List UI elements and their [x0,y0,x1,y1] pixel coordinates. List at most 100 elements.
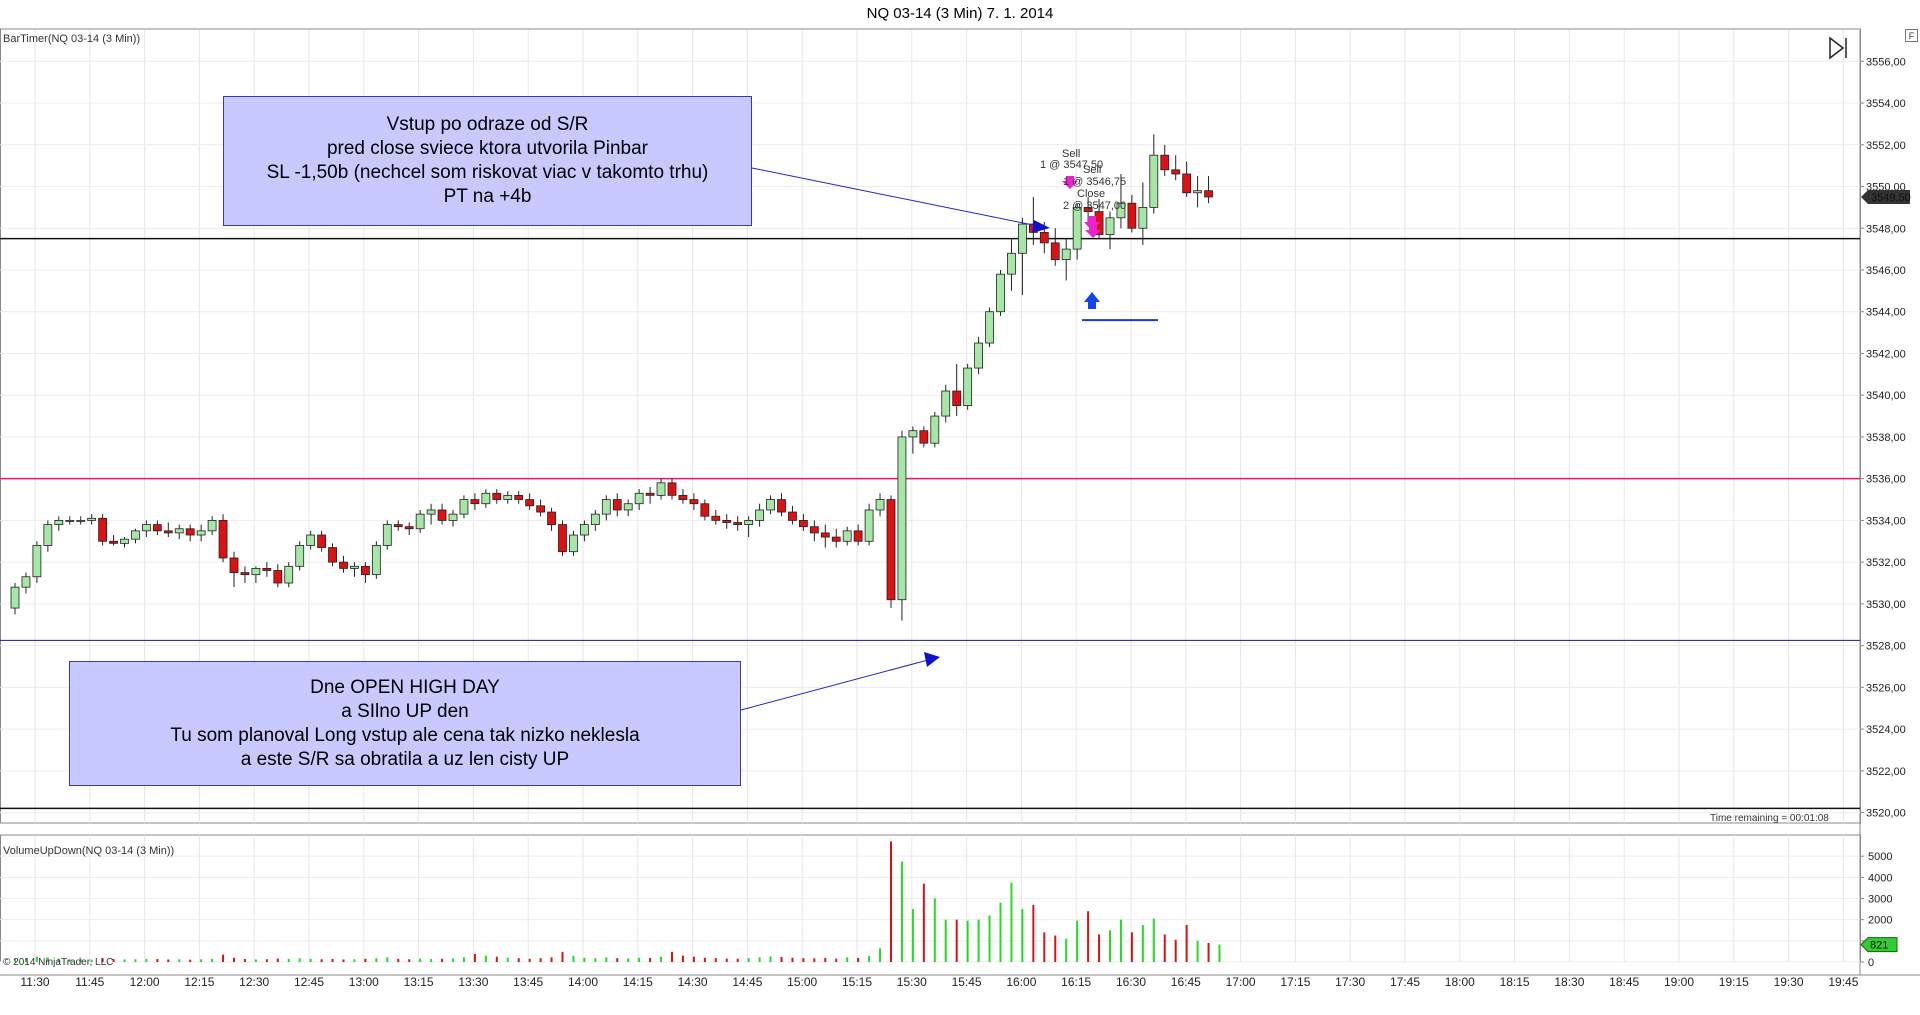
x-tick-label: 19:45 [1828,975,1858,989]
candle-down [919,430,929,444]
x-tick-label: 16:00 [1006,975,1036,989]
x-tick-label: 12:30 [239,975,269,989]
day-note-arrow-line [740,659,929,711]
candle-up [1116,202,1126,219]
candle-up [207,520,217,532]
candle-down [952,390,962,407]
x-tick-label: 16:15 [1061,975,1091,989]
candle-down [788,511,797,521]
candle-down [470,499,480,505]
price-y-tick-label: 3530,00 [1866,599,1906,611]
candle-up [590,513,600,525]
price-y-tick-label: 3538,00 [1866,432,1906,444]
volume-y-tick-label: 3000 [1868,894,1892,906]
price-y-tick-label: 3542,00 [1866,348,1906,360]
last-volume-tag-label: 821 [1870,940,1888,952]
candle-up [569,534,578,553]
x-tick-label: 18:15 [1500,975,1530,989]
candle-up [306,534,316,546]
entry-note-arrow-line [751,167,1039,227]
candle-up [864,509,874,542]
x-tick-label: 17:30 [1335,975,1365,989]
candle-down [109,540,118,544]
price-y-tick-label: 3536,00 [1866,474,1906,486]
close-marker-name: Close [1077,188,1106,200]
play-to-end-icon [1829,36,1845,60]
last-price-tag-label: 3549,50 [1871,192,1911,204]
volume-y-tick-label: 2000 [1868,915,1892,927]
x-tick-label: 15:30 [897,975,927,989]
x-tick-label: 13:45 [513,975,543,989]
candle-up [459,499,469,515]
x-tick-label: 13:30 [458,975,488,989]
x-tick-label: 18:45 [1609,975,1639,989]
candle-up [87,517,97,521]
price-y-tick-label: 3522,00 [1866,766,1906,778]
buy-arrow-icon [1084,292,1100,309]
candle-down [1039,232,1049,244]
day-note-box: Dne OPEN HIGH DAY a SIlno UP den Tu som … [69,661,741,786]
sell1-marker-name: Sell [1062,148,1081,160]
time-remaining: Time remaining = 00:01:08 [1710,813,1829,824]
last-price-tag [1861,189,1910,204]
candle-down [339,561,348,569]
x-tick-label: 14:00 [568,975,598,989]
candle-down [722,520,732,523]
candle-up [1007,252,1016,275]
candle-down [1127,202,1137,229]
candle-down [525,499,535,507]
day-note-arrow-head [924,652,940,667]
candle-down [831,536,841,542]
price-y-tick-label: 3520,00 [1866,808,1906,820]
x-tick-label: 18:30 [1554,975,1584,989]
candle-up [1072,206,1082,250]
x-tick-label: 18:00 [1445,975,1475,989]
candle-down [514,494,524,500]
copyright: © 2014 NinjaTrader, LLC [3,957,114,968]
candle-up [930,415,940,444]
candle-up [897,436,907,601]
x-tick-label: 15:45 [952,975,982,989]
price-y-tick-label: 3528,00 [1866,641,1906,653]
candle-up [941,390,951,417]
sell2-marker-name: Sell [1083,164,1102,176]
candle-up [634,492,644,505]
candle-up [1105,217,1115,235]
candle-down [437,509,447,521]
x-tick-label: 16:30 [1116,975,1146,989]
candle-down [360,565,370,576]
sell-arrow-icon [1084,216,1100,231]
candle-up [21,576,31,588]
entry-note-box: Vstup po odraze od S/R pred close sviece… [223,96,752,226]
candle-up [908,430,918,438]
candle-up [174,528,184,534]
candle-down [700,503,710,517]
candle-down [492,492,502,500]
chart-title: NQ 03-14 (3 Min) 7. 1. 2014 [866,5,1054,22]
candle-up [196,530,206,536]
price-y-tick-label: 3546,00 [1866,265,1906,277]
candle-down [612,499,622,511]
candle-down [1160,154,1170,171]
price-y-tick-label: 3526,00 [1866,682,1906,694]
candle-up [963,367,973,407]
candle-up [985,311,994,344]
candle-down [328,547,337,563]
candle-down [1182,173,1192,194]
candle-down [678,494,688,500]
candle-down [689,499,699,505]
candle-up [1193,190,1202,194]
x-tick-label: 12:15 [184,975,214,989]
price-y-tick-label: 3548,00 [1866,223,1906,235]
price-indicator-label: BarTimer(NQ 03-14 (3 Min)) [3,33,141,45]
panel-corner-button[interactable]: F [1905,29,1918,42]
x-tick-label: 12:00 [130,975,160,989]
candle-down [853,530,863,542]
candle-up [1061,248,1071,260]
candle-down [229,557,239,573]
x-tick-label: 13:00 [349,975,379,989]
candle-up [251,568,261,576]
x-tick-label: 17:00 [1226,975,1256,989]
candle-up [120,538,129,544]
sell1-marker-qty: 1 @ 3547,50 [1040,159,1104,171]
